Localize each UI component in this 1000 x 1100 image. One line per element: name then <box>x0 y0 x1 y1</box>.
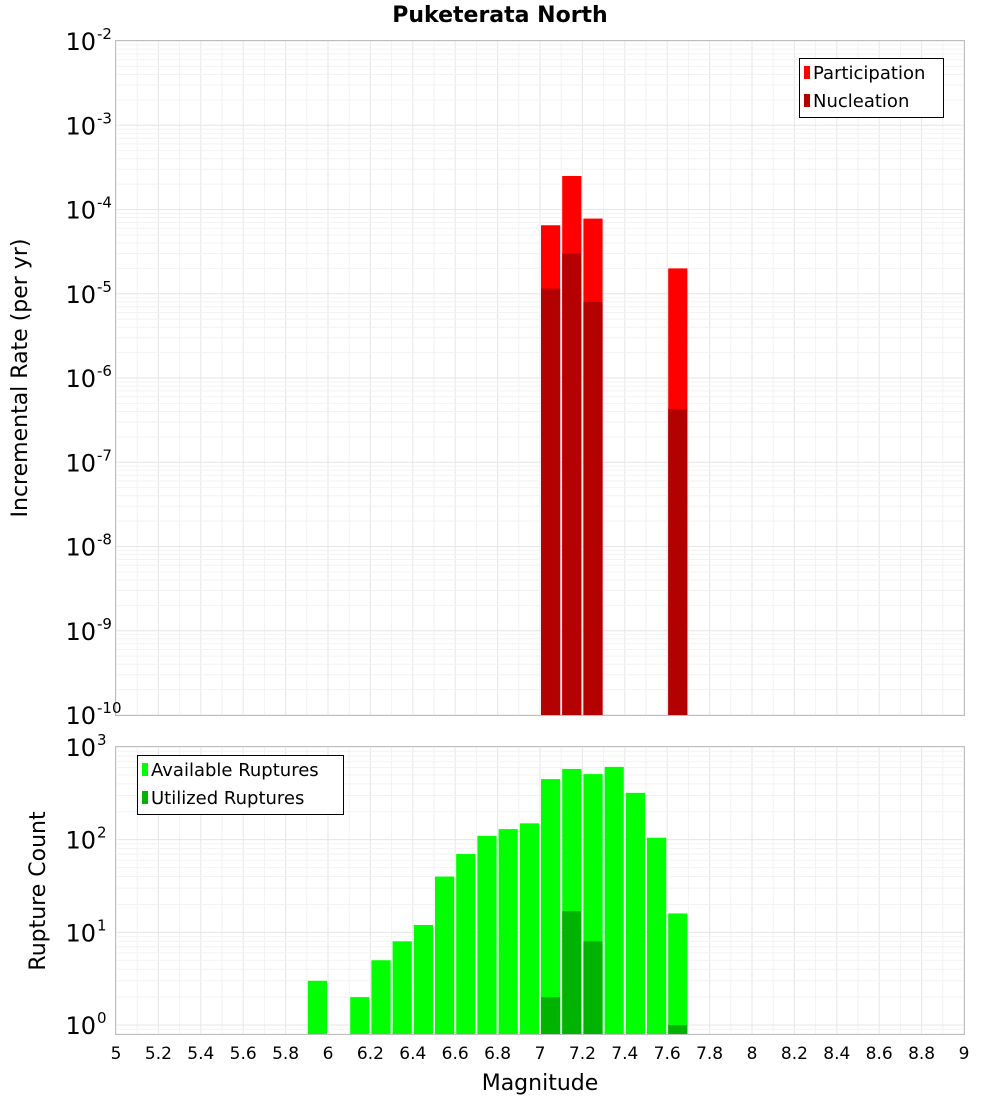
y-tick-exponent: 2 <box>97 824 107 842</box>
x-tick-label: 5.8 <box>272 1044 299 1064</box>
available-ruptures-bar <box>413 925 433 1034</box>
y-tick-exponent: -9 <box>97 615 112 633</box>
y-tick-label: 10 <box>65 1012 96 1040</box>
nucleation-bar <box>562 253 582 715</box>
legend-label: Nucleation <box>813 91 909 112</box>
x-tick-label: 6.4 <box>399 1044 426 1064</box>
available-ruptures-bar <box>647 837 667 1034</box>
y-tick-exponent: -8 <box>97 531 112 549</box>
available-ruptures-bar <box>392 941 412 1034</box>
x-tick-label: 6.6 <box>442 1044 469 1064</box>
x-tick-label: 7.2 <box>569 1044 596 1064</box>
y-tick-exponent: -2 <box>97 25 112 43</box>
legend-swatch <box>142 791 148 804</box>
available-ruptures-bar <box>541 779 561 1034</box>
y-tick-label: 10 <box>65 197 96 225</box>
y-tick-exponent: -10 <box>97 699 122 717</box>
available-ruptures-bar <box>477 835 497 1034</box>
count-bars <box>307 766 688 1034</box>
count-y-axis-label: Rupture Count <box>26 811 51 971</box>
y-tick-exponent: 0 <box>97 1009 107 1027</box>
utilized-ruptures-bar <box>668 1025 688 1034</box>
legend-box <box>799 58 944 118</box>
available-ruptures-bar <box>668 913 688 1034</box>
x-tick-label: 7.4 <box>611 1044 638 1064</box>
y-tick-label: 10 <box>65 281 96 309</box>
rate-bars <box>541 175 688 715</box>
y-tick-exponent: -6 <box>97 362 112 380</box>
x-tick-label: 7 <box>535 1044 546 1064</box>
x-tick-label: 6 <box>323 1044 334 1064</box>
y-tick-label: 10 <box>65 534 96 562</box>
available-ruptures-bar <box>498 829 518 1034</box>
x-tick-label: 7.6 <box>654 1044 681 1064</box>
x-tick-label: 6.8 <box>484 1044 511 1064</box>
y-tick-exponent: 3 <box>97 731 107 749</box>
y-tick-exponent: -3 <box>97 109 112 127</box>
available-ruptures-bar <box>350 997 370 1034</box>
utilized-ruptures-bar <box>541 997 561 1034</box>
available-ruptures-bar <box>435 876 455 1034</box>
x-tick-label: 8.4 <box>823 1044 850 1064</box>
x-axis-label: Magnitude <box>482 1071 599 1096</box>
x-tick-label: 6.2 <box>357 1044 384 1064</box>
x-tick-label: 8.6 <box>866 1044 893 1064</box>
count-plot-frame <box>115 746 965 1035</box>
y-tick-exponent: -4 <box>97 194 112 212</box>
available-ruptures-bar <box>307 980 327 1034</box>
y-tick-label: 10 <box>65 827 96 855</box>
x-tick-label: 5.6 <box>230 1044 257 1064</box>
x-ticks: 5 5.2 5.4 5.6 5.8 6 6.2 6.4 6.6 6.8 7 7.2 7.4 7.6 7.8 8… <box>111 1044 970 1064</box>
rate-legend: Participation Nucleation <box>799 58 944 118</box>
available-ruptures-bar <box>456 854 476 1034</box>
y-tick-exponent: -7 <box>97 446 112 464</box>
y-tick-label: 10 <box>65 449 96 477</box>
available-ruptures-bar <box>625 792 645 1034</box>
x-tick-label: 8.8 <box>908 1044 935 1064</box>
x-tick-label: 8 <box>747 1044 758 1064</box>
nucleation-bar <box>541 288 561 715</box>
legend-label: Utilized Ruptures <box>151 788 304 809</box>
nucleation-bar <box>668 408 688 715</box>
y-tick-label: 10 <box>65 702 96 730</box>
y-tick-label: 10 <box>65 365 96 393</box>
utilized-ruptures-bar <box>583 941 603 1034</box>
y-tick-label: 10 <box>65 734 96 762</box>
chart-title: Puketerata North <box>392 3 607 28</box>
available-ruptures-bar <box>519 823 539 1034</box>
rate-y-axis-label: Incremental Rate (per yr) <box>8 239 33 518</box>
utilized-ruptures-bar <box>562 910 582 1034</box>
x-tick-label: 7.8 <box>696 1044 723 1064</box>
y-tick-label: 10 <box>65 618 96 646</box>
available-ruptures-bar <box>371 960 391 1034</box>
y-tick-label: 10 <box>65 28 96 56</box>
x-tick-label: 5.2 <box>145 1044 172 1064</box>
y-tick-exponent: 1 <box>97 916 107 934</box>
x-tick-label: 9 <box>959 1044 970 1064</box>
x-tick-label: 5 <box>111 1044 122 1064</box>
rate-gridlines <box>115 40 965 716</box>
x-tick-label: 8.2 <box>781 1044 808 1064</box>
legend-swatch <box>804 66 810 79</box>
legend-swatch <box>142 763 148 776</box>
y-tick-exponent: -5 <box>97 278 112 296</box>
count-legend: Available Ruptures Utilized Ruptures <box>137 755 344 815</box>
nucleation-bar <box>583 301 603 715</box>
available-ruptures-bar <box>604 766 624 1034</box>
legend-label: Available Ruptures <box>151 760 319 781</box>
legend-box <box>137 755 344 815</box>
y-tick-label: 10 <box>65 919 96 947</box>
legend-label: Participation <box>813 63 925 84</box>
legend-swatch <box>804 94 810 107</box>
rate-plot-frame <box>115 40 965 716</box>
x-tick-label: 5.4 <box>187 1044 214 1064</box>
y-tick-label: 10 <box>65 112 96 140</box>
